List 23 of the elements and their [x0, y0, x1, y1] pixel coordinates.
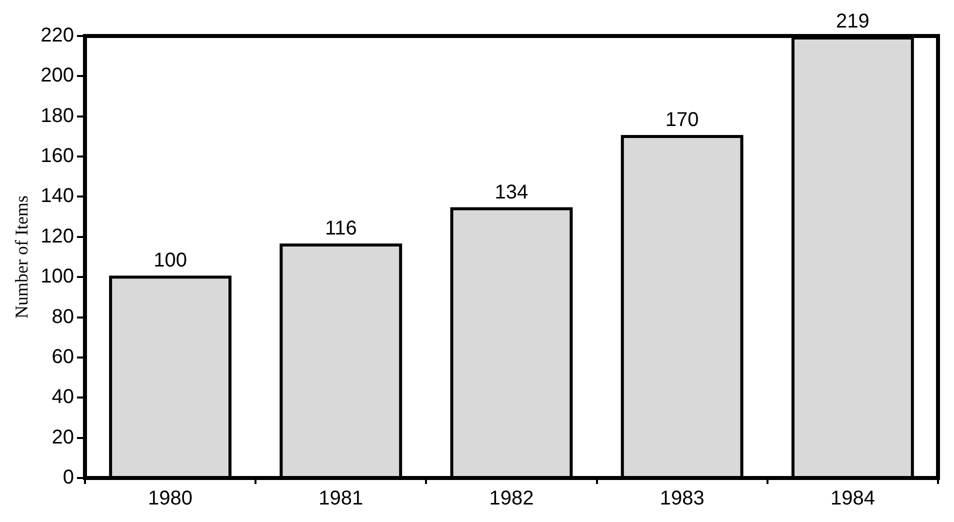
- y-tick-label: 100: [40, 266, 74, 288]
- y-tick-label: 80: [52, 306, 74, 328]
- data-label: 219: [836, 10, 870, 33]
- x-tick-label: 1982: [489, 488, 534, 510]
- data-label: 100: [154, 250, 187, 272]
- x-tick-label: 1984: [830, 488, 875, 510]
- y-axis-title: Number of Items: [12, 196, 32, 318]
- data-label: 170: [665, 108, 699, 131]
- y-tick-label: 220: [40, 24, 74, 47]
- y-tick-label: 40: [52, 386, 74, 408]
- y-tick-label: 0: [62, 466, 74, 489]
- x-tick-label: 1981: [318, 488, 364, 510]
- y-tick-label: 60: [52, 346, 74, 368]
- y-tick-label: 200: [40, 64, 74, 87]
- x-tick-label: 1980: [148, 488, 193, 510]
- y-tick-label: 140: [40, 185, 74, 208]
- x-tick-label: 1983: [660, 488, 704, 510]
- y-tick-label: 120: [40, 225, 74, 248]
- y-tick-label: 180: [40, 104, 74, 127]
- y-tick-label: 160: [40, 145, 74, 168]
- y-tick-label: 20: [52, 426, 74, 448]
- data-label: 116: [324, 217, 357, 240]
- data-label: 134: [494, 181, 528, 204]
